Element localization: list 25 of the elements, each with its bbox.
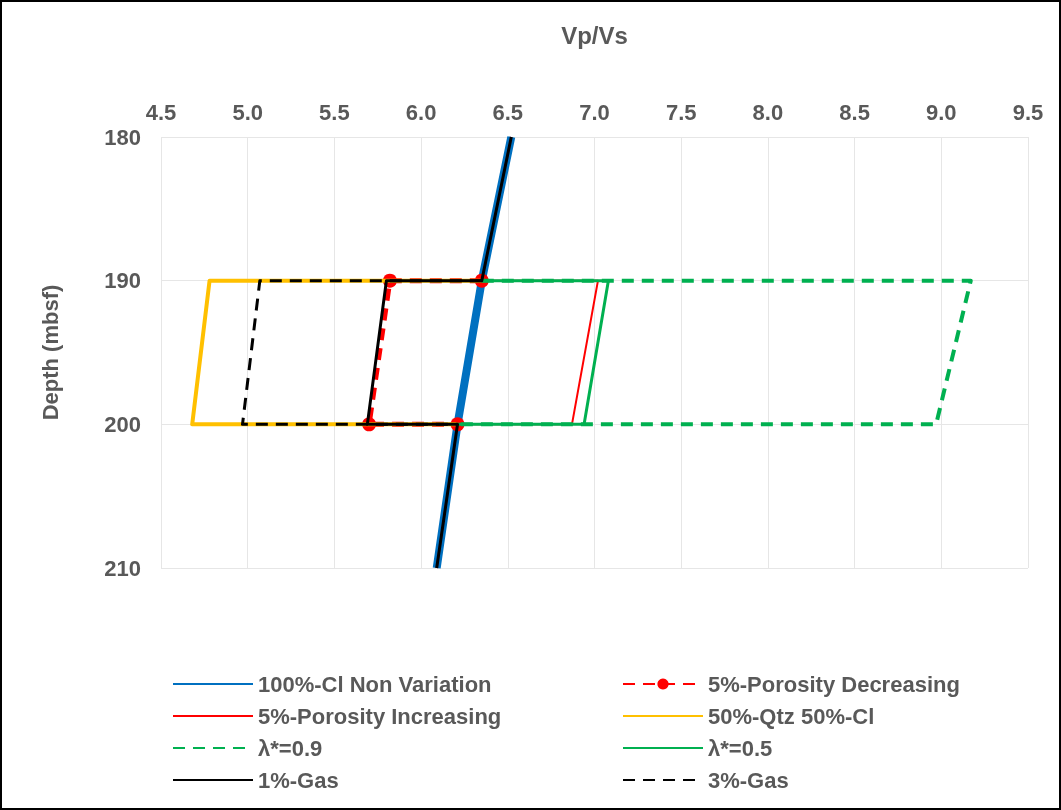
legend-label: λ*=0.5 [708,735,773,761]
x-tick-label: 6.0 [405,99,437,125]
x-tick-label: 7.5 [665,99,697,125]
x-tick-label: 4.5 [145,99,177,125]
legend-label: 5%-Porosity Decreasing [708,671,960,697]
legend-label: 5%-Porosity Increasing [258,703,502,729]
x-tick-label: 7.0 [579,99,610,125]
y-tick-label: 190 [104,268,141,294]
x-tick-label: 8.5 [839,99,870,125]
legend-label: 1%-Gas [258,767,339,793]
x-tick-label: 5.5 [319,99,350,125]
legend-label: 100%-Cl Non Variation [258,671,492,697]
legend-label: 3%-Gas [708,767,789,793]
legend-label: 50%-Qtz 50%-Cl [708,703,875,729]
x-tick-label: 6.5 [492,99,524,125]
x-tick-label: 8.0 [752,99,784,125]
y-tick-label: 180 [104,124,141,150]
x-tick-label: 9.0 [926,99,957,125]
y-tick-label: 210 [104,555,141,581]
legend-label: λ*=0.9 [258,735,323,761]
x-axis-title: Vp/Vs [561,21,628,49]
y-axis-title: Depth (mbsf) [37,284,63,421]
x-tick-label: 9.5 [1012,99,1044,125]
x-tick-label: 5.0 [232,99,263,125]
y-tick-label: 200 [104,411,141,437]
